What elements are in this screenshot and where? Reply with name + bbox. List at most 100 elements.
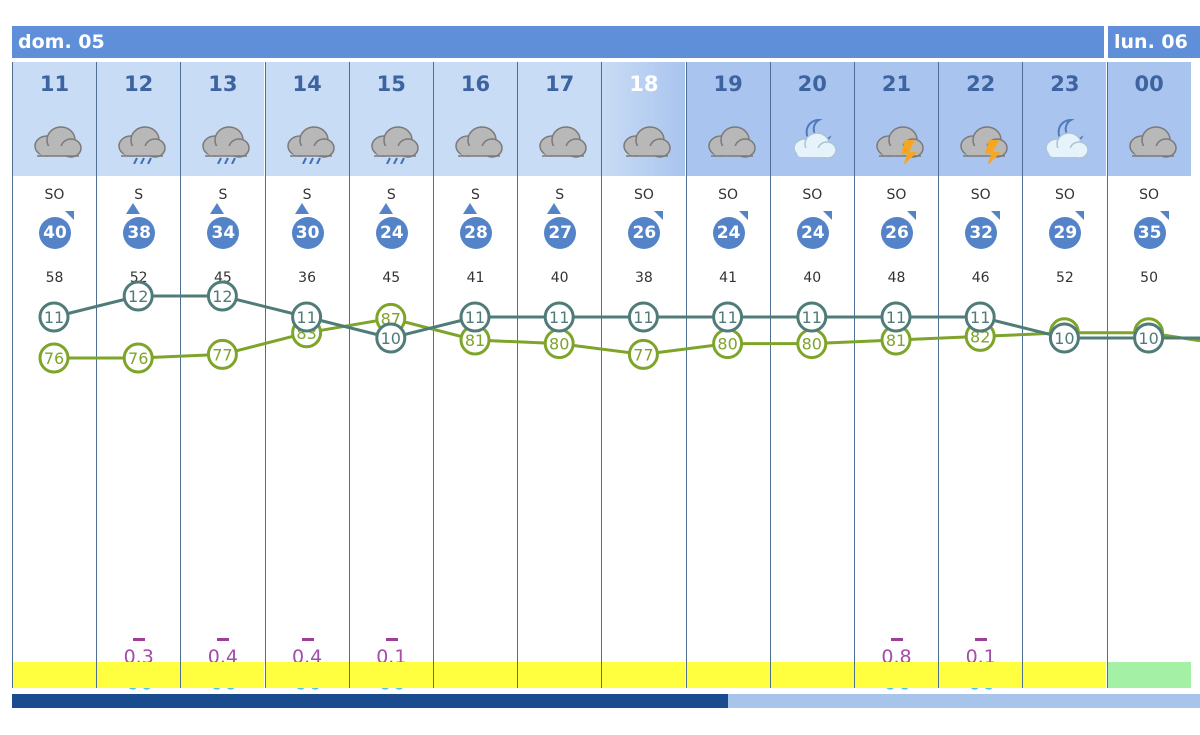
hour-label: 11: [39, 72, 70, 96]
humidity-point: 80: [712, 328, 744, 360]
wind-speed-badge: 34: [207, 217, 240, 249]
hour-label: 16: [460, 72, 491, 96]
hour-header: [13, 62, 96, 176]
hour-label: 00: [1134, 72, 1164, 96]
indicator-strip: [181, 662, 265, 688]
svg-text:11: 11: [886, 308, 906, 327]
hour-label: 17: [545, 72, 575, 96]
svg-text:10: 10: [381, 329, 401, 348]
svg-text:11: 11: [970, 308, 990, 327]
wind-direction: S: [218, 187, 228, 203]
day-separator: [1104, 26, 1108, 64]
hour-header: [686, 62, 770, 176]
timeline-scroll-thumb[interactable]: [12, 694, 728, 708]
wind-speed-badge: 24: [796, 217, 829, 249]
humidity-point: 76: [38, 342, 70, 374]
wind-arrow-ne-icon: [654, 211, 664, 220]
wind-direction: S: [555, 187, 565, 203]
wind-arrow-ne-icon: [738, 211, 748, 220]
indicator-strip: [97, 662, 181, 688]
temperature-point: 11: [291, 301, 323, 333]
svg-text:10: 10: [1138, 329, 1158, 348]
precip-bar: [133, 638, 146, 641]
indicator-strip: [1107, 662, 1191, 688]
hour-header: [518, 62, 602, 176]
thunderstorm-icon: [951, 114, 1011, 166]
wind-speed-badge: 24: [375, 217, 408, 249]
wind-speed-badge: 35: [1133, 217, 1166, 249]
temperature-point: 11: [880, 301, 912, 333]
wind-gust: 50: [1140, 270, 1158, 286]
indicator-strip: [770, 662, 854, 688]
wind-direction: SO: [718, 187, 739, 203]
wind-gust: 48: [887, 270, 906, 286]
hour-header: [181, 62, 265, 176]
hour-header: [265, 62, 349, 176]
cloud-icon: [25, 114, 85, 164]
wind-arrow-ne-icon: [1075, 211, 1085, 220]
hour-label: 12: [124, 72, 154, 96]
indicator-strip: [13, 662, 96, 688]
temperature-point: 11: [964, 301, 996, 333]
precip-bar: [217, 638, 230, 641]
wind-arrow-up-icon: [378, 203, 393, 214]
cloud-icon: [446, 114, 506, 164]
temperature-point: 11: [712, 301, 744, 333]
svg-text:81: 81: [465, 331, 485, 350]
temperature-point: 10: [1133, 322, 1165, 354]
precip-bar: [385, 638, 398, 641]
wind-direction: SO: [886, 187, 907, 203]
hour-column[interactable]: 19 SO 24 41: [685, 62, 770, 688]
svg-text:80: 80: [802, 335, 822, 354]
hour-column[interactable]: 18 SO 26 38: [601, 62, 686, 688]
wind-gust: 46: [971, 270, 990, 286]
hour-label: 19: [713, 72, 743, 96]
wind-speed-badge: 30: [291, 217, 324, 249]
hour-column[interactable]: 20 SO 24 40: [769, 62, 854, 688]
svg-text:77: 77: [212, 345, 232, 364]
temperature-point: 12: [122, 280, 154, 312]
svg-text:82: 82: [970, 327, 990, 346]
humidity-point: 77: [627, 338, 659, 370]
hour-column[interactable]: 16 S 28 41: [433, 62, 517, 688]
hour-label: 14: [292, 72, 322, 96]
svg-text:80: 80: [717, 335, 737, 354]
wind-gust: 38: [634, 270, 653, 286]
wind-gust: 36: [298, 270, 316, 286]
hour-column[interactable]: 11 SO 40 58: [12, 62, 96, 688]
wind-speed-badge: 32: [965, 217, 998, 249]
indicator-strip: [1023, 662, 1107, 688]
hour-column[interactable]: 17 S 27 40: [517, 62, 602, 688]
hour-label: 18: [629, 72, 659, 96]
indicator-strip: [434, 662, 517, 688]
hour-column[interactable]: 00 SO 35 50: [1106, 62, 1191, 688]
svg-text:11: 11: [44, 308, 64, 327]
moon-cloud-icon: [1035, 114, 1095, 164]
wind-arrow-up-icon: [294, 203, 309, 214]
hour-label: 20: [797, 72, 827, 96]
wind-arrow-ne-icon: [822, 211, 832, 220]
indicator-strip: [518, 662, 602, 688]
temperature-point: 11: [459, 301, 491, 333]
temperature-point: 10: [1048, 322, 1080, 354]
hour-column[interactable]: 23 SO 29 52: [1022, 62, 1107, 688]
wind-speed-badge: 26: [881, 217, 913, 249]
indicator-strip: [602, 662, 686, 688]
temperature-point: 12: [206, 280, 238, 312]
wind-speed-badge: 40: [39, 217, 71, 249]
wind-direction: SO: [802, 187, 823, 203]
wind-arrow-up-icon: [126, 203, 141, 214]
wind-arrow-ne-icon: [907, 211, 916, 220]
svg-text:81: 81: [886, 331, 906, 350]
moon-cloud-icon: [783, 114, 843, 164]
indicator-strip: [349, 662, 433, 688]
wind-gust: 52: [1055, 270, 1074, 286]
svg-text:10: 10: [1054, 329, 1074, 348]
rain-cloud-icon: [278, 114, 338, 165]
